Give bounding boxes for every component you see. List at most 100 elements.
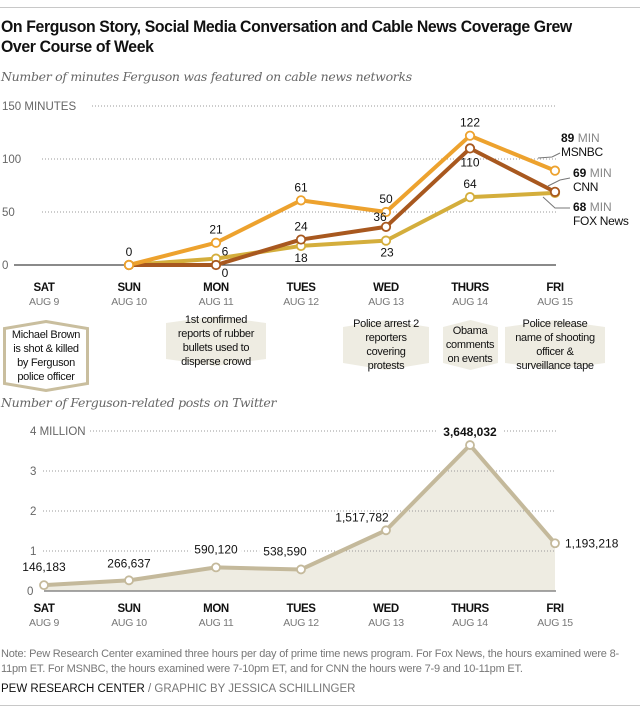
top-rule (0, 7, 640, 8)
x-tick-day: MON (203, 282, 229, 294)
end-value: 89 (561, 131, 575, 145)
y-tick-label: 2 (30, 506, 36, 518)
twitter-gridlines: 4 MILLION 3 2 1 0 (27, 426, 556, 598)
x-tick-date: AUG 15 (537, 617, 573, 629)
x-tick-day: FRI (546, 282, 564, 294)
cable-data-labels: 0 21 61 50 122 6 0 24 18 36 23 110 64 (126, 116, 481, 280)
data-label: 21 (209, 223, 223, 237)
label-backing (259, 544, 311, 559)
event-shape (166, 316, 266, 366)
event-shape (3, 320, 89, 392)
series-line-msnbc (127, 133, 557, 267)
x-tick-day: THURS (451, 603, 489, 615)
y-tick-label: 100 (2, 154, 21, 166)
event-hexagon (3, 320, 89, 392)
event-hexagon (442, 320, 498, 370)
x-tick-date: AUG 11 (199, 617, 234, 629)
twitter-data-point (39, 580, 49, 591)
twitter-data-label: 3,648,032 (443, 425, 497, 439)
end-label-fox: 68 MIN (573, 200, 612, 214)
x-tick-day: THURS (451, 282, 489, 294)
event-text: 1st confirmed reports of rubber bullets … (177, 314, 255, 368)
x-tick-date: AUG 10 (111, 617, 147, 629)
cable-series-lines (127, 133, 557, 267)
end-label-msnbc: 89 MIN (561, 131, 600, 145)
credit-line: PEW RESEARCH CENTER / GRAPHIC BY JESSICA… (1, 683, 355, 695)
y-tick-label: 4 MILLION (30, 426, 86, 438)
end-unit: MIN (574, 131, 599, 145)
x-tick-date: AUG 13 (368, 296, 404, 308)
data-point-msnbc (295, 195, 307, 206)
x-tick-day: MON (203, 603, 229, 615)
x-tick-day: SUN (117, 282, 140, 294)
credit-byline: GRAPHIC BY JESSICA SCHILLINGER (154, 683, 356, 695)
credit-org: PEW RESEARCH CENTER (1, 683, 145, 695)
twitter-data-label: 590,120 (194, 542, 238, 556)
data-label: 18 (294, 251, 308, 265)
x-tick-date: AUG 11 (199, 296, 234, 308)
x-tick-day: SAT (34, 603, 55, 615)
y-tick-label: 50 (2, 207, 15, 219)
y-tick-label: 150 MINUTES (2, 101, 76, 113)
twitter-data-point (124, 575, 134, 586)
x-tick-day: WED (373, 603, 399, 615)
leader-line-fox (542, 196, 570, 209)
series-name-fox: FOX News (573, 214, 629, 228)
data-label: 50 (379, 192, 393, 206)
event-annotation: Police arrest 2 reporters covering prote… (343, 318, 429, 372)
data-label: 36 (373, 210, 387, 224)
event-annotation: Police release name of shooting officer … (505, 318, 605, 372)
twitter-data-point (381, 525, 391, 536)
event-shape (442, 320, 498, 370)
data-point-msnbc (210, 237, 222, 248)
twitter-data-labels: 146,183 266,637 590,120 538,590 1,517,782 3,6… (22, 425, 619, 574)
x-tick-date: AUG 12 (283, 617, 319, 629)
cable-gridlines: 150 MINUTES 100 50 0 (2, 101, 556, 272)
event-annotation: 1st confirmed reports of rubber bullets … (166, 314, 266, 368)
x-tick-date: AUG 9 (29, 617, 59, 629)
twitter-data-point (465, 440, 475, 450)
end-unit: MIN (586, 166, 611, 180)
event-shape (343, 320, 429, 370)
end-unit: MIN (586, 200, 611, 214)
leader-line-cnn (547, 177, 571, 187)
y-tick-label: 0 (27, 586, 33, 598)
x-tick-date: AUG 13 (368, 617, 404, 629)
x-tick-day: WED (373, 282, 399, 294)
x-tick-date: AUG 12 (283, 296, 319, 308)
twitter-data-label: 1,517,782 (335, 510, 389, 524)
x-tick-day: TUES (286, 603, 316, 615)
event-text: Michael Brown is shot & killed by Fergus… (11, 329, 81, 383)
bottom-rule (0, 705, 640, 706)
twitter-data-label: 538,590 (263, 544, 307, 558)
twitter-data-label: 146,183 (22, 560, 66, 574)
twitter-data-label: 266,637 (107, 556, 151, 570)
data-point-cnn (549, 186, 561, 197)
x-tick-date: AUG 14 (452, 296, 488, 308)
x-tick-date: AUG 9 (29, 296, 59, 308)
event-text: Police release name of shooting officer … (515, 318, 595, 372)
event-text: Police arrest 2 reporters covering prote… (353, 318, 419, 372)
x-tick-date: AUG 15 (537, 296, 573, 308)
label-backing (190, 542, 242, 557)
event-hexagon (166, 316, 266, 366)
data-label: 122 (460, 116, 480, 130)
twitter-x-axis: SAT AUG 9 SUN AUG 10 MON AUG 11 TUES AUG 12 WED A… (29, 603, 574, 629)
twitter-area (39, 430, 560, 592)
twitter-area-fill (44, 445, 555, 591)
x-tick-day: SUN (117, 603, 140, 615)
data-point-fox (464, 192, 476, 203)
data-point-cnn (295, 234, 307, 245)
event-hexagon (343, 320, 429, 370)
data-label: 0 (222, 266, 229, 280)
series-name-msnbc: MSNBC (561, 145, 603, 159)
data-label: 64 (463, 177, 477, 191)
twitter-data-point (296, 564, 306, 575)
x-tick-date: AUG 14 (452, 617, 488, 629)
x-tick-day: SAT (34, 282, 55, 294)
data-point-msnbc (123, 259, 135, 271)
series-name-cnn: CNN (573, 180, 598, 194)
end-value: 69 (573, 166, 587, 180)
y-tick-label: 0 (2, 260, 8, 272)
twitter-chart-subtitle: Number of Ferguson-related posts on Twit… (1, 395, 277, 410)
